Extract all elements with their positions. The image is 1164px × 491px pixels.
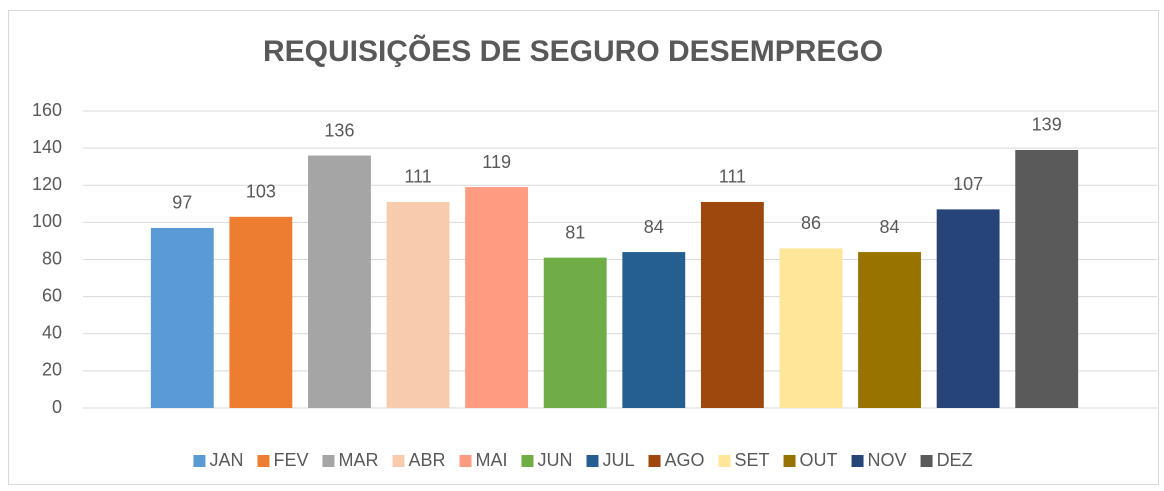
data-label: 111 [404, 167, 431, 187]
chart-title: REQUISIÇÕES DE SEGURO DESEMPREGO [263, 34, 883, 68]
data-label: 84 [644, 217, 664, 237]
bar [386, 201, 450, 408]
bar [543, 257, 607, 408]
bar [229, 216, 293, 408]
y-tick-label: 20 [42, 360, 62, 380]
legend-swatch [193, 455, 206, 467]
legend-label: AGO [665, 450, 705, 470]
legend-label: MAI [475, 450, 507, 470]
data-label: 84 [880, 217, 900, 237]
legend-label: MAR [338, 450, 378, 470]
y-tick-label: 140 [32, 137, 62, 157]
data-label: 107 [953, 174, 983, 194]
bar [700, 201, 764, 408]
data-label: 86 [801, 213, 821, 233]
y-tick-label: 120 [32, 174, 62, 194]
y-tick-label: 100 [32, 211, 62, 231]
bar [150, 227, 214, 408]
data-label: 119 [482, 152, 511, 172]
legend-label: NOV [868, 450, 907, 470]
legend-label: DEZ [937, 450, 973, 470]
legend-swatch [322, 455, 335, 467]
bar [465, 187, 529, 408]
y-tick-label: 0 [52, 397, 62, 417]
legend-swatch [586, 455, 599, 467]
bar [1015, 149, 1079, 408]
legend-swatch [920, 455, 933, 467]
bar [622, 252, 686, 408]
legend-swatch [851, 455, 864, 467]
data-label: 103 [246, 182, 276, 202]
legend-label: ABR [408, 450, 445, 470]
y-tick-label: 60 [42, 285, 62, 305]
data-label: 111 [719, 167, 746, 187]
legend-label: SET [735, 450, 770, 470]
legend-label: OUT [800, 450, 838, 470]
legend-swatch [648, 455, 661, 467]
data-label: 136 [324, 120, 354, 140]
legend-label: FEV [273, 450, 308, 470]
y-tick-label: 80 [42, 248, 62, 268]
legend-label: JUL [603, 450, 635, 470]
legend-swatch [718, 455, 731, 467]
legend-swatch [783, 455, 796, 467]
data-label: 139 [1032, 115, 1062, 135]
y-tick-label: 40 [42, 323, 62, 343]
bar [779, 248, 843, 408]
bar [858, 252, 921, 408]
bar [936, 209, 1000, 408]
bar [308, 155, 371, 408]
legend-label: JUN [538, 450, 573, 470]
legend-swatch [521, 455, 534, 467]
legend-swatch [459, 455, 472, 467]
data-label: 97 [172, 193, 192, 213]
y-tick-label: 160 [32, 100, 62, 120]
legend-swatch [257, 455, 270, 467]
data-label: 81 [565, 222, 585, 242]
legend: JAN FEV MAR ABR MAI JUN JUL AGO SET OUT NOV DEZ [193, 450, 973, 470]
legend-label: JAN [209, 450, 243, 470]
legend-swatch [392, 455, 405, 467]
